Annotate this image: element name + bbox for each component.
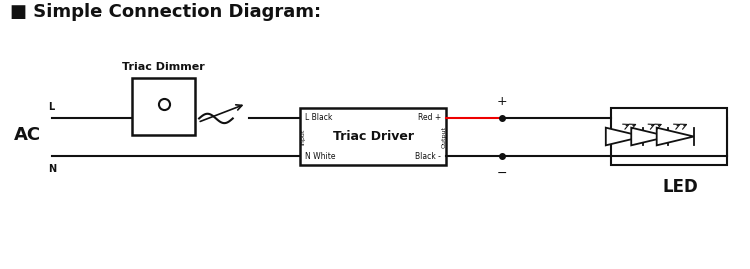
Text: Red +: Red + [418, 113, 441, 122]
Bar [132, 78, 195, 134]
Text: L: L [48, 102, 54, 112]
Text: ■ Simple Connection Diagram:: ■ Simple Connection Diagram: [10, 3, 321, 21]
Text: N White: N White [305, 152, 336, 161]
Text: Black -: Black - [415, 152, 441, 161]
Polygon shape [606, 128, 643, 145]
Bar [610, 108, 727, 165]
Polygon shape [657, 128, 694, 145]
Text: +: + [497, 94, 508, 108]
Text: Triac Driver: Triac Driver [333, 130, 414, 143]
Text: AC: AC [14, 126, 41, 143]
Text: Input: Input [300, 128, 305, 145]
Text: L Black: L Black [305, 113, 333, 122]
Bar [300, 108, 446, 165]
Text: −: − [497, 167, 508, 180]
Polygon shape [632, 128, 668, 145]
Text: N: N [48, 164, 56, 174]
Text: Output: Output [441, 126, 446, 147]
Text: Triac Dimmer: Triac Dimmer [122, 62, 205, 72]
Text: LED: LED [662, 178, 698, 196]
